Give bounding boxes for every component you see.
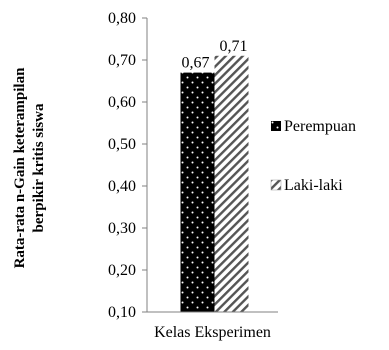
legend-swatch-perempuan bbox=[271, 121, 281, 131]
legend-swatch-laki-laki bbox=[270, 179, 282, 191]
y-tick-label: 0,50 bbox=[108, 136, 136, 153]
legend-label-laki-laki: Laki-laki bbox=[284, 177, 343, 194]
bar-value-labels: 0,67 0,71 bbox=[182, 38, 248, 72]
y-tick-label: 0,30 bbox=[108, 220, 136, 237]
y-tick-label: 0,70 bbox=[108, 52, 136, 69]
y-tick-label: 0,40 bbox=[108, 178, 136, 195]
bar-value-label: 0,67 bbox=[182, 55, 210, 72]
y-tick-label: 0,80 bbox=[108, 10, 136, 27]
y-tick-label: 0,60 bbox=[108, 94, 136, 111]
x-category-label: Kelas Eksperimen bbox=[154, 324, 271, 341]
legend: Perempuan Laki-laki bbox=[270, 118, 356, 194]
bar-value-label: 0,71 bbox=[220, 38, 248, 55]
y-tick-label: 0,20 bbox=[108, 262, 136, 279]
legend-label-perempuan: Perempuan bbox=[284, 118, 356, 135]
y-tick-label: 0,10 bbox=[108, 304, 136, 321]
y-axis-title-line-1: Rata-rata n-Gain keterampilan bbox=[12, 67, 28, 268]
bars bbox=[180, 55, 249, 313]
y-axis-title: Rata-rata n-Gain keterampilan berpikir k… bbox=[12, 67, 47, 268]
bar-laki-laki bbox=[214, 55, 249, 313]
y-axis-title-line-2: berpikir kritis siswa bbox=[31, 103, 47, 232]
y-axis-ticks: 0,10 0,20 0,30 0,40 0,50 0,60 0,70 0,80 bbox=[108, 10, 147, 321]
bar-perempuan bbox=[180, 72, 215, 312]
